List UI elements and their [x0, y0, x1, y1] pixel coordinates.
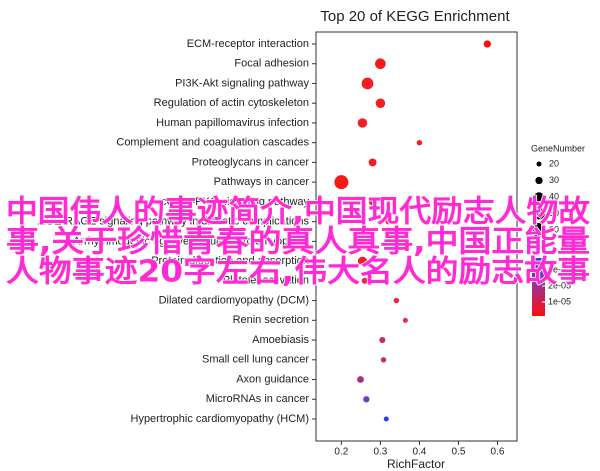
point	[385, 218, 391, 225]
point	[380, 357, 387, 363]
size-legend-dot	[535, 176, 543, 185]
point	[361, 277, 368, 284]
overlay-text: 人物事迹20字左右,伟大名人的励志故事	[6, 255, 590, 290]
y-tick-label: cGMP-PKG signaling pathway	[161, 196, 309, 208]
point	[361, 77, 374, 90]
point	[363, 396, 370, 403]
size-legend-label: 30	[549, 175, 559, 185]
x-tick-label: 0.6	[491, 447, 505, 458]
size-legend-title: GeneNumber	[531, 143, 585, 153]
x-tick-label: 0.4	[412, 447, 426, 458]
y-tick-label: Axon guidance	[236, 373, 309, 385]
y-tick-label: Hypertrophic cardiomyopathy (HCM)	[131, 413, 310, 425]
point	[379, 336, 386, 344]
x-tick-label: 0.2	[334, 447, 348, 458]
size-legend-dot	[532, 223, 546, 237]
y-tick-label: Complement and coagulation cascades	[116, 137, 309, 149]
size-legend-label: 50	[549, 208, 559, 218]
point	[402, 317, 408, 323]
colorbar-label: 2e-05	[548, 280, 571, 290]
y-tick-label: Proteoglycans in cancer	[192, 156, 310, 168]
y-tick-label: Focal adhesion	[234, 58, 309, 70]
point	[393, 297, 400, 304]
colorbar-label: 1e-05	[548, 296, 571, 306]
point	[375, 98, 386, 108]
y-tick-label: Pathways in cancer	[214, 176, 310, 188]
size-legend-dot	[533, 207, 545, 220]
x-axis-label: RichFactor	[387, 457, 445, 471]
y-tick-label: Dilated cardiomyopathy (DCM)	[159, 294, 309, 306]
point	[357, 376, 364, 383]
y-tick-label: ECM-receptor interaction	[187, 38, 309, 50]
y-tick-label: Small cell lung cancer	[202, 354, 309, 366]
point	[383, 416, 389, 422]
point	[375, 58, 386, 70]
y-tick-label: Amoebiasis	[252, 334, 309, 346]
size-legend-label: 20	[549, 158, 559, 168]
y-tick-label: AGE-RAGE signaling pathway in diabetic c…	[38, 216, 309, 228]
plot-frame	[315, 31, 518, 442]
overlay-text: 事,关于珍惜青春的真人真事,中国正能量	[6, 225, 590, 260]
point	[368, 198, 377, 206]
y-tick-label: Arrhythmogenic right ventricular cardiom…	[73, 235, 309, 247]
size-legend-dot	[536, 161, 542, 167]
y-tick-label: PI3K-Akt signaling pathway	[175, 77, 309, 89]
chart-title: Top 20 of KEGG Enrichment	[320, 8, 510, 25]
y-tick-label: Platelet activation	[223, 275, 309, 287]
point	[357, 256, 367, 266]
x-tick-label: 0.3	[373, 447, 387, 458]
point	[416, 139, 423, 146]
y-tick-label: Regulation of actin cytoskeleton	[154, 97, 309, 109]
overlay-text: 中国伟人的事迹简介,中国现代励志人物故	[6, 195, 591, 230]
colorbar	[532, 258, 545, 316]
size-legend-dot	[534, 192, 544, 202]
size-legend-label: 40	[549, 191, 559, 201]
y-tick-label: Protein digestion and absorption	[151, 255, 309, 267]
y-tick-label: Human papillomavirus infection	[156, 117, 309, 129]
colorbar-label: 3e-05	[548, 264, 571, 274]
point	[368, 158, 377, 167]
x-tick-label: 0.5	[452, 447, 466, 458]
point	[334, 175, 349, 190]
point	[483, 40, 491, 48]
size-legend-label: 60	[549, 224, 559, 234]
point	[368, 238, 374, 244]
y-tick-label: MicroRNAs in cancer	[206, 393, 310, 405]
y-tick-label: Renin secretion	[233, 314, 309, 326]
point	[357, 118, 368, 128]
